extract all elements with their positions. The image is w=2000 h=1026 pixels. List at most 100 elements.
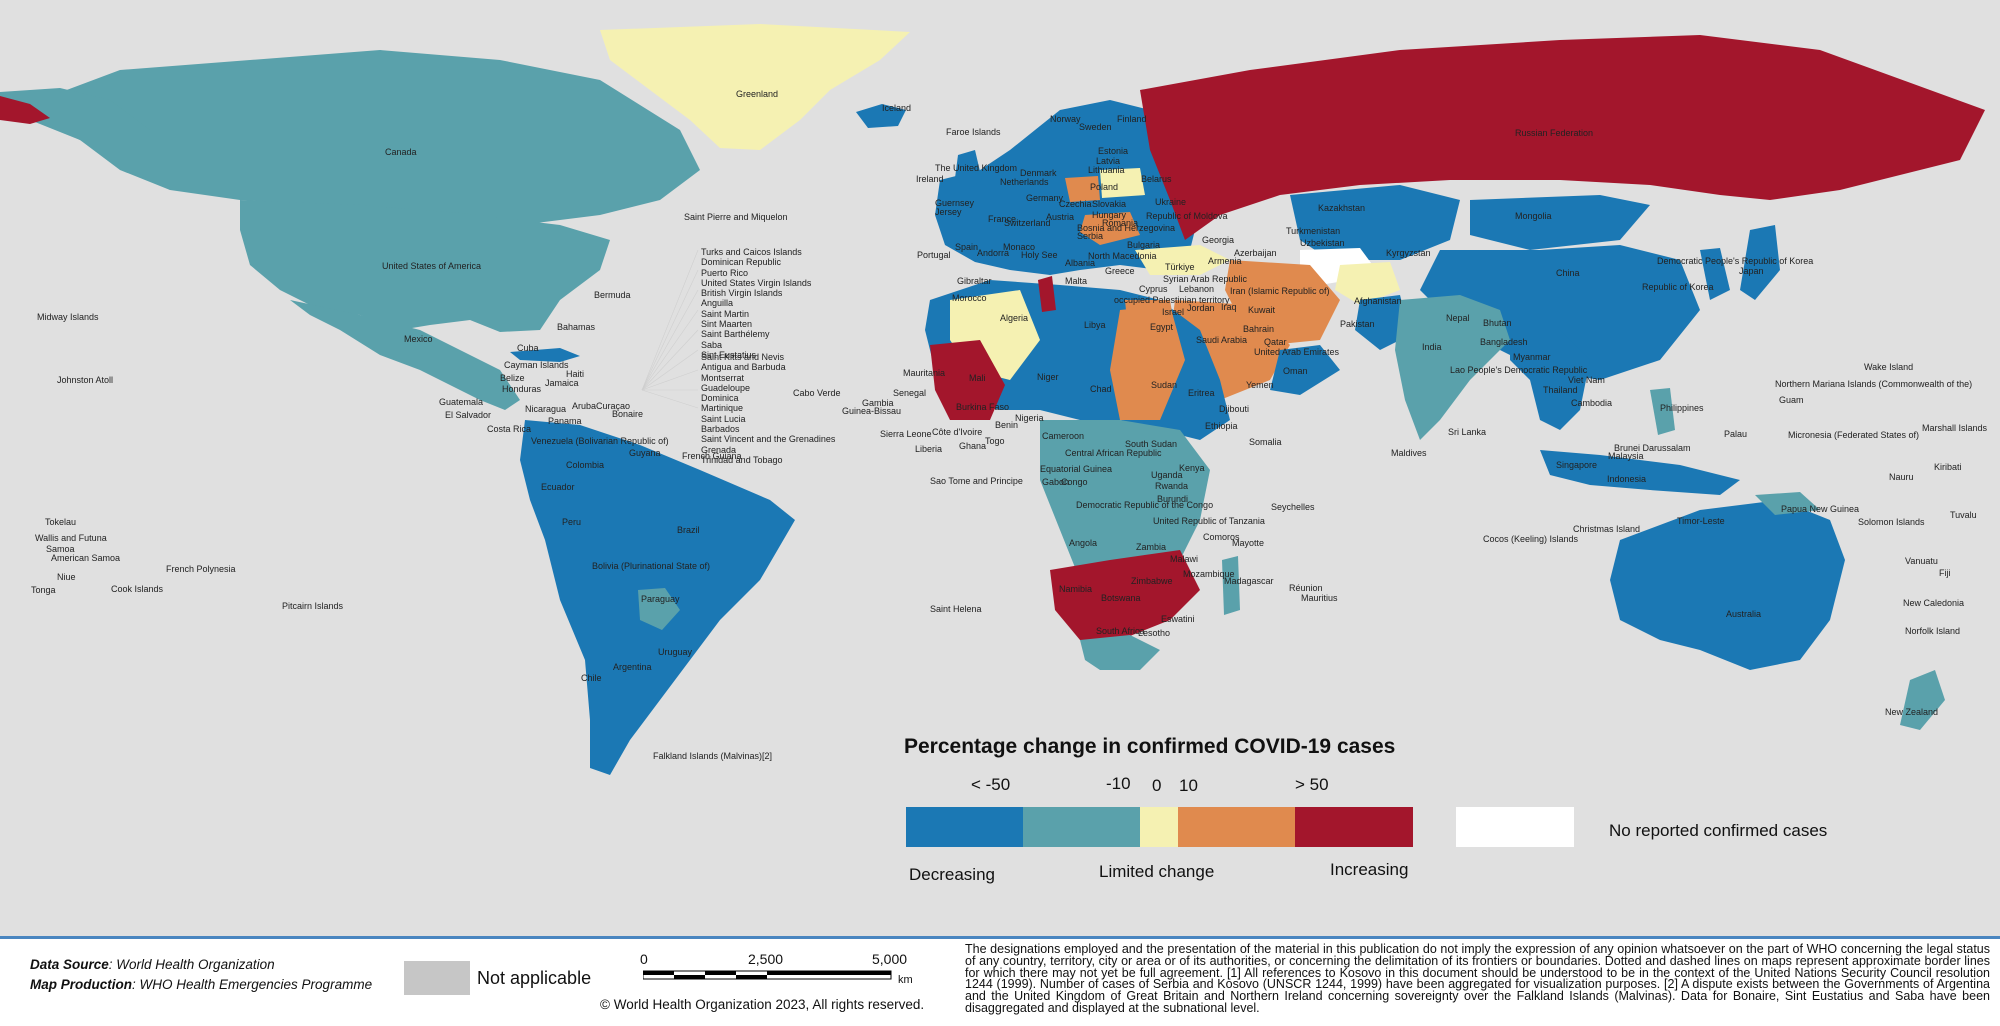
map-label: Myanmar <box>1513 352 1551 362</box>
map-label: Ethiopia <box>1205 421 1238 431</box>
map-label: Zambia <box>1136 542 1167 552</box>
island-name: Dominica <box>701 393 739 404</box>
region-greenland <box>600 24 910 150</box>
map-label: Greenland <box>736 89 779 99</box>
map-label: Türkiye <box>1165 262 1195 272</box>
map-label: Syrian Arab Republic <box>1163 274 1248 284</box>
region-sudan <box>1110 305 1185 420</box>
map-label: Somalia <box>1249 437 1282 447</box>
island-name: Saint Barthélemy <box>701 329 770 340</box>
data-source-label: Data Source <box>30 957 109 972</box>
map-label: Sri Lanka <box>1448 427 1487 437</box>
map-label: The United Kingdom <box>935 163 1018 173</box>
legend-category-increasing: Increasing <box>1330 860 1409 879</box>
map-label: Monaco <box>1003 242 1036 252</box>
not-applicable-swatch <box>404 961 470 995</box>
map-label: Albania <box>1065 258 1096 268</box>
island-name: Turks and Caicos Islands <box>701 247 802 257</box>
map-label: French Polynesia <box>166 564 236 574</box>
map-label: Zimbabwe <box>1131 576 1173 586</box>
map-label: Paraguay <box>641 594 680 604</box>
map-label: Indonesia <box>1607 474 1647 484</box>
map-label: Panama <box>548 416 582 426</box>
region-usa <box>240 200 610 332</box>
map-label: Poland <box>1090 182 1119 192</box>
island-name: Saint Vincent and the Grenadines <box>701 434 836 445</box>
map-label: Turkmenistan <box>1286 226 1341 236</box>
island-name: Saba <box>701 339 723 350</box>
map-label: Georgia <box>1202 235 1235 245</box>
map-label: Cameroon <box>1042 431 1085 441</box>
map-label: Central African Republic <box>1065 448 1162 458</box>
region-poland <box>1065 176 1100 202</box>
map-label: Venezuela (Bolivarian Republic of) <box>531 436 669 446</box>
island-name: British Virgin Islands <box>701 288 783 299</box>
map-label: Mozambique <box>1183 569 1235 579</box>
map-label: Viet Nam <box>1568 375 1605 385</box>
map-label: Malawi <box>1170 554 1199 564</box>
island-name: Guadeloupe <box>701 382 751 393</box>
map-label: Congo <box>1061 477 1088 487</box>
map-label: Côte d'Ivoire <box>932 427 983 437</box>
map-label: Belarus <box>1141 174 1172 184</box>
legend-swatch-decreasing <box>1023 807 1140 847</box>
map-label: Morocco <box>952 293 987 303</box>
region-mali <box>930 340 1005 420</box>
island-name: Montserrat <box>701 372 745 383</box>
map-label: Namibia <box>1059 584 1093 594</box>
map-label: Mauritania <box>903 368 946 378</box>
region-mexico <box>290 300 520 410</box>
map-label: Pitcairn Islands <box>282 601 344 611</box>
map-label: Niue <box>57 572 76 582</box>
map-label: Portugal <box>917 250 951 260</box>
map-label: Kyrgyzstan <box>1386 248 1431 258</box>
data-source-value: : World Health Organization <box>108 957 275 972</box>
map-label: Cocos (Keeling) Islands <box>1483 534 1579 544</box>
map-label: Uruguay <box>658 647 693 657</box>
island-name: Saint Martin <box>701 308 750 319</box>
map-label: Greece <box>1105 266 1135 276</box>
island-name: Trinidad and Tobago <box>701 454 783 465</box>
map-label: Ghana <box>959 441 987 451</box>
map-label: Curaçao <box>596 401 631 411</box>
region-paraguay <box>638 588 680 630</box>
map-label: Saint Pierre and Miquelon <box>684 212 788 222</box>
map-label: Jamaica <box>545 378 579 388</box>
region-indonesia <box>1540 450 1740 495</box>
region-egypt <box>1125 300 1175 332</box>
map-label: Lao People's Democratic Republic <box>1450 365 1588 375</box>
map-label: Gabon <box>1042 477 1070 487</box>
map-label: New Zealand <box>1885 707 1939 717</box>
map-label: Thailand <box>1543 385 1578 395</box>
map-label: Israel <box>1162 307 1185 317</box>
map-label: Sao Tome and Principe <box>930 476 1023 486</box>
map-label: Gambia <box>862 398 894 408</box>
map-label: Guernsey <box>935 198 975 208</box>
map-label: Russian Federation <box>1515 128 1594 138</box>
map-label: New Caledonia <box>1903 598 1965 608</box>
legend-swatch-increasing-strong <box>1295 807 1413 847</box>
map-label: Equatorial Guinea <box>1040 464 1113 474</box>
caribbean-island-list: Turks and Caicos Islands Dominican Republ… <box>701 247 811 360</box>
map-label: Saudi Arabia <box>1196 335 1248 345</box>
scale-value: 5,000 <box>872 951 908 967</box>
island-name: Saint Lucia <box>701 413 746 424</box>
map-label: Guyana <box>629 448 661 458</box>
callout-lines <box>641 249 699 409</box>
map-label: Armenia <box>1208 256 1242 266</box>
region-iceland <box>856 104 906 128</box>
legend-tick: -10 <box>1106 774 1131 793</box>
map-label: Germany <box>1026 193 1064 203</box>
map-label: Bhutan <box>1483 318 1512 328</box>
map-canvas <box>0 24 1985 775</box>
legend: Percentage change in confirmed COVID-19 … <box>900 735 1900 935</box>
map-label: Bangladesh <box>1480 337 1528 347</box>
map-label: Timor-Leste <box>1677 516 1725 526</box>
map-label: Japan <box>1739 266 1764 276</box>
legend-swatch-increasing <box>1178 807 1295 847</box>
map-production: Map Production: WHO Health Emergencies P… <box>30 977 372 992</box>
region-china <box>1420 245 1700 380</box>
map-label: Qatar <box>1264 337 1287 347</box>
map-label: Burkina Faso <box>956 402 1010 412</box>
map-label: Wallis and Futuna <box>35 533 107 543</box>
